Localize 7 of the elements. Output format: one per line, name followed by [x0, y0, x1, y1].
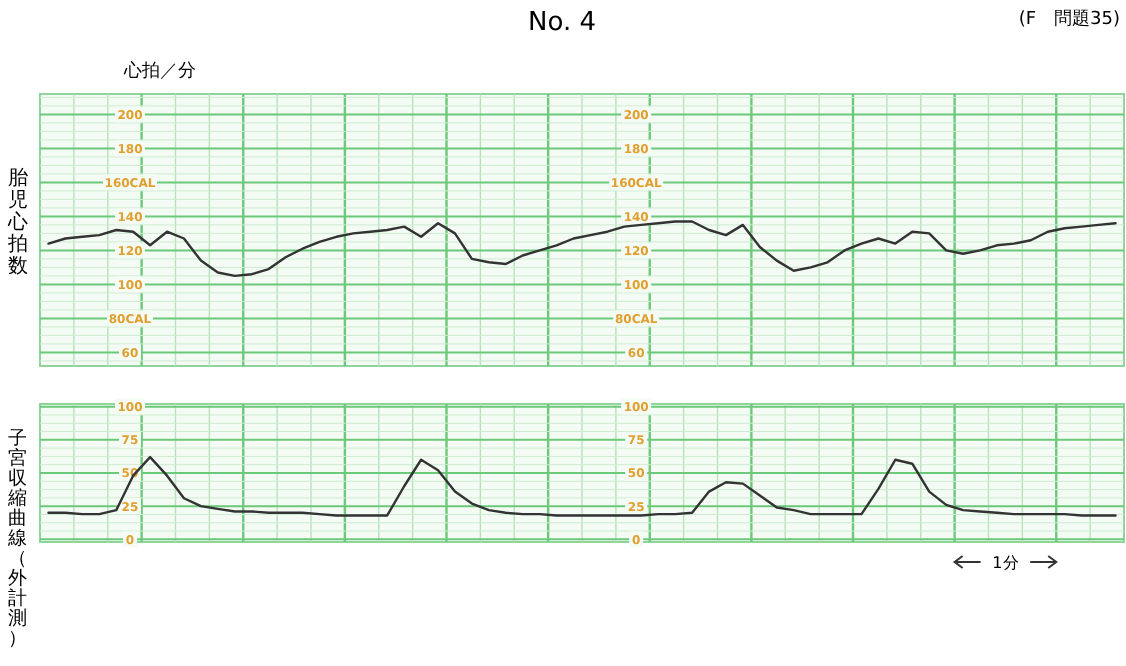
- text: 子宮収縮曲線（外計測）: [8, 428, 28, 650]
- chart-subtitle: (F 問題35): [1018, 8, 1120, 30]
- text: 1分: [992, 554, 1019, 572]
- chart-title: No. 4: [528, 8, 596, 38]
- line-series: [47, 455, 1117, 517]
- text: 心拍／分: [122, 60, 196, 82]
- y-axis-title: 胎児心拍数: [6, 166, 28, 278]
